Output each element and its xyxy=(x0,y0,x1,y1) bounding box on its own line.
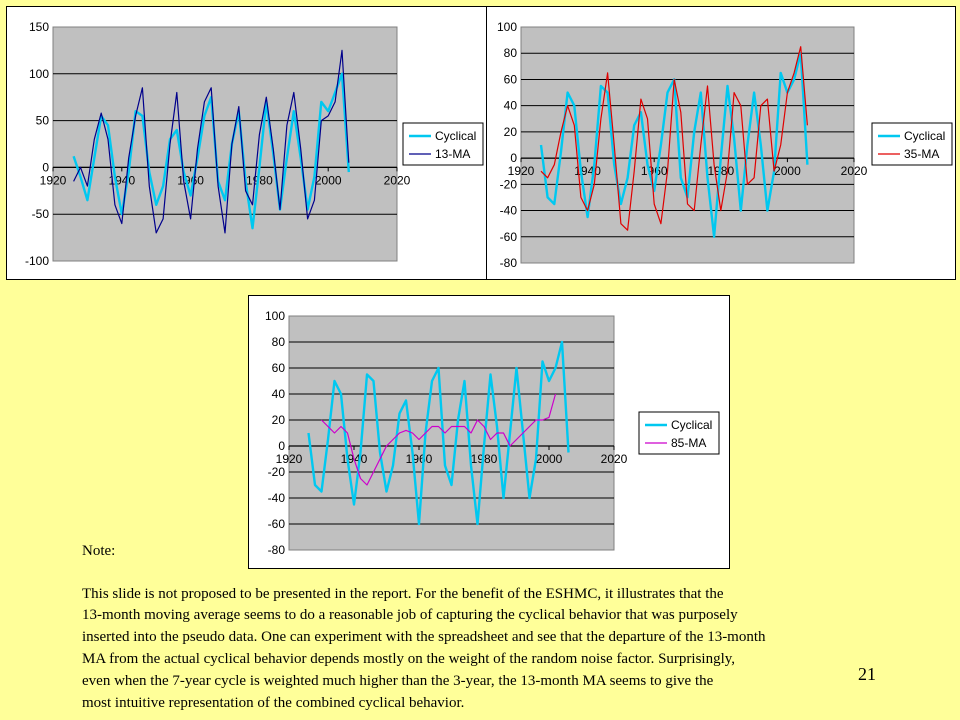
x-tick-label: 1920 xyxy=(40,173,67,187)
y-tick-label: -60 xyxy=(500,230,518,244)
y-tick-label: 0 xyxy=(510,151,517,165)
slide-number: 21 xyxy=(858,664,876,684)
y-tick-label: -80 xyxy=(268,543,286,557)
y-tick-label: -80 xyxy=(500,256,518,270)
series-line-35-ma xyxy=(540,46,808,231)
y-tick-label: 80 xyxy=(504,46,518,60)
y-tick-label: 60 xyxy=(504,72,518,86)
note-line-4: MA from the actual cyclical behavior dep… xyxy=(82,651,736,667)
legend xyxy=(871,122,953,166)
x-tick-label: 1960 xyxy=(641,164,668,178)
chart-35ma: -80 -60 -40 -20 0 20 40 60 80 100 1920 1940 1960 1980… xyxy=(486,6,956,280)
legend xyxy=(402,122,484,166)
y-tick-label: 40 xyxy=(272,387,286,401)
y-tick-label: 80 xyxy=(272,335,286,349)
x-tick-label: 1980 xyxy=(471,452,498,466)
x-tick-label: 2000 xyxy=(774,164,801,178)
y-tick-label: -40 xyxy=(500,204,518,218)
x-tick-label: 2020 xyxy=(601,452,628,466)
y-tick-label: 50 xyxy=(36,114,50,128)
x-tick-label: 1960 xyxy=(406,452,433,466)
y-tick-label: -20 xyxy=(500,177,518,191)
y-tick-label: 100 xyxy=(265,309,285,323)
legend-label: 35-MA xyxy=(904,147,939,161)
y-tick-label: 150 xyxy=(29,20,49,34)
y-tick-label: 20 xyxy=(272,413,286,427)
legend-label: Cyclical xyxy=(671,418,712,432)
y-tick-label: 0 xyxy=(42,160,49,174)
note-line-6: most intuitive representation of the com… xyxy=(82,695,465,711)
x-tick-label: 2020 xyxy=(841,164,868,178)
y-tick-label: -50 xyxy=(32,207,50,221)
x-tick-label: 1960 xyxy=(177,173,204,187)
note-line-5: even when the 7-year cycle is weighted m… xyxy=(82,673,714,689)
y-tick-label: 100 xyxy=(29,67,49,81)
legend-label: Cyclical xyxy=(435,129,476,143)
plot-area xyxy=(520,26,855,264)
x-tick-label: 2020 xyxy=(384,173,411,187)
y-tick-label: 20 xyxy=(504,125,518,139)
y-tick-label: 0 xyxy=(278,439,285,453)
legend-label: Cyclical xyxy=(904,129,945,143)
plot-area xyxy=(288,315,615,551)
x-tick-label: 1920 xyxy=(508,164,535,178)
series-line-85-ma xyxy=(321,393,557,486)
x-tick-label: 2000 xyxy=(536,452,563,466)
note-line-3: inserted into the pseudo data. One can e… xyxy=(82,629,766,645)
series-line-cyclical xyxy=(307,340,570,526)
note-line-2: 13-month moving average seems to do a re… xyxy=(82,607,738,623)
y-tick-label: -100 xyxy=(25,254,49,268)
y-tick-label: -20 xyxy=(268,465,286,479)
y-tick-label: -60 xyxy=(268,517,286,531)
note-line-1: This slide is not proposed to be present… xyxy=(82,586,724,602)
y-tick-label: -40 xyxy=(268,491,286,505)
legend-label: 13-MA xyxy=(435,147,470,161)
legend-label: 85-MA xyxy=(671,436,706,450)
y-tick-label: 100 xyxy=(497,20,517,34)
y-tick-label: 60 xyxy=(272,361,286,375)
x-tick-label: 2000 xyxy=(315,173,342,187)
y-tick-label: 40 xyxy=(504,99,518,113)
x-tick-label: 1920 xyxy=(276,452,303,466)
note-heading: Note: xyxy=(82,543,116,559)
legend xyxy=(638,411,720,455)
chart-13ma: -100 -50 0 50 100 150 1920 1940 1960 1980 2000 2020… xyxy=(6,6,488,280)
series-line-13-ma xyxy=(73,49,350,234)
x-tick-label: 1980 xyxy=(246,173,273,187)
chart-85ma: -80 -60 -40 -20 0 20 40 60 80 100 1920 1940 1960 1980… xyxy=(248,295,730,569)
